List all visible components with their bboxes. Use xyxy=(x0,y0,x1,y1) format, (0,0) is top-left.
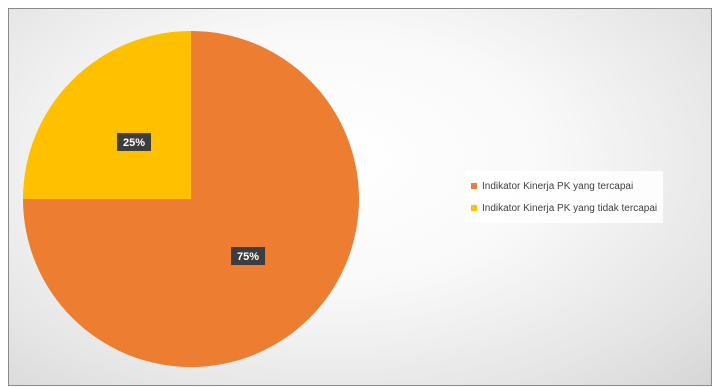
legend-label-tidak-tercapai: Indikator Kinerja PK yang tidak tercapai xyxy=(482,202,658,214)
data-label-text-tercapai: 75% xyxy=(237,251,259,263)
pie-chart: 75% 25% xyxy=(23,31,359,367)
data-label-box-tercapai xyxy=(231,247,266,266)
legend: Indikator Kinerja PK yang tercapai Indik… xyxy=(465,171,664,223)
data-label-tidak-tercapai: 25% xyxy=(116,132,151,151)
legend-item-tidak-tercapai: Indikator Kinerja PK yang tidak tercapai xyxy=(471,197,657,219)
data-label-text-tidak-tercapai: 25% xyxy=(123,137,145,149)
legend-swatch-tidak-tercapai xyxy=(471,205,477,211)
legend-label-tercapai: Indikator Kinerja PK yang tercapai xyxy=(482,180,634,192)
legend-swatch-tercapai xyxy=(471,183,477,189)
chart-area: 75% 25% Indikator Kinerja PK yang tercapa… xyxy=(8,8,712,386)
pie-slice-tidak-tercapai xyxy=(23,31,191,199)
data-label-box-tidak-tercapai xyxy=(116,132,151,151)
legend-item-tercapai: Indikator Kinerja PK yang tercapai xyxy=(471,175,657,197)
data-label-tercapai: 75% xyxy=(231,247,266,266)
